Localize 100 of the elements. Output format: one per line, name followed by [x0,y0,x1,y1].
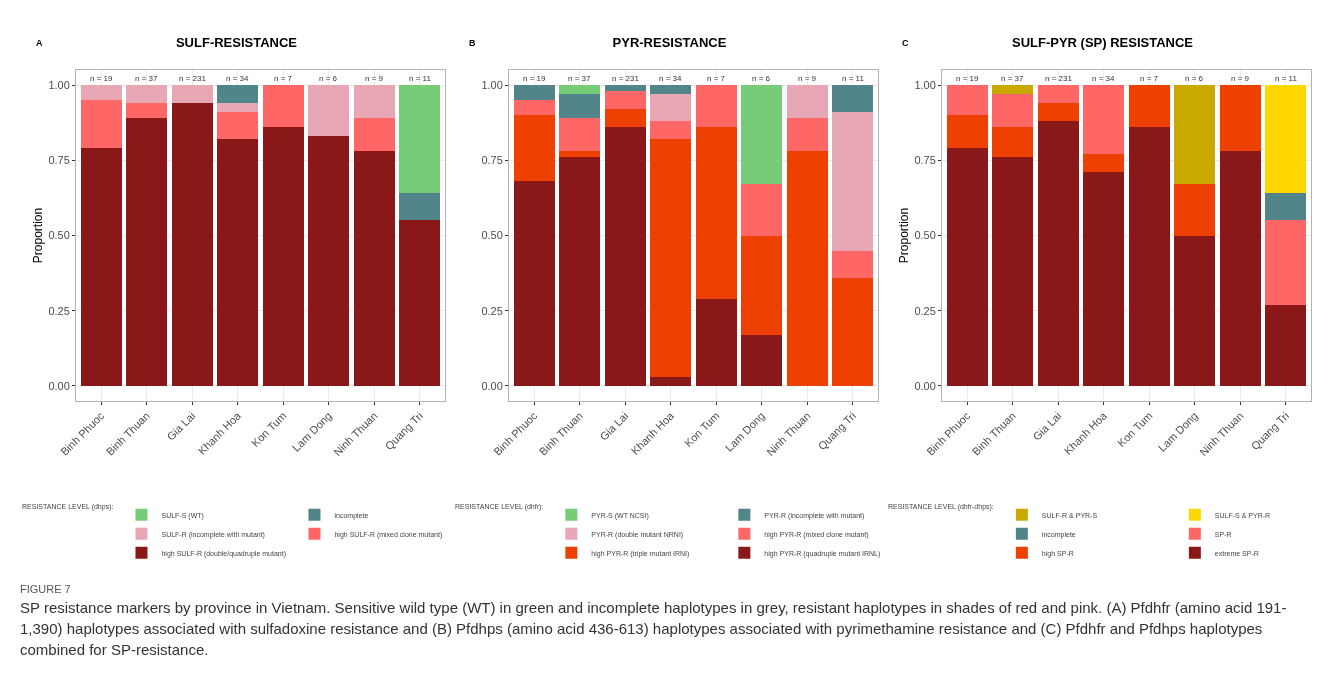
bar [992,94,1034,128]
bar [695,127,737,299]
bar [1037,85,1079,104]
annotation: n = 19 [523,74,547,83]
chart-title: SULF-PYR (SP) RESISTANCE [1011,35,1194,51]
bar [946,148,988,386]
annotation: n = 9 [365,74,384,83]
annotation: n = 37 [135,74,159,83]
bar [650,121,692,140]
x-tick-label: Gia Lai [164,409,198,443]
x-tick-label: Gia Lai [597,409,631,443]
bar [308,136,350,386]
bar [786,118,828,152]
bar [650,85,692,95]
annotation: n = 6 [1185,74,1204,83]
bar [695,298,737,386]
bar [559,151,601,158]
annotation: n = 6 [752,74,771,83]
bar [1219,85,1261,152]
bar [80,85,122,101]
bar [1037,121,1079,386]
y-tick-label: 0.75 [481,154,503,167]
bar [262,85,304,128]
y-tick-label: 0.75 [914,154,936,167]
annotation: n = 11 [1275,74,1298,83]
y-tick-label: 1.00 [48,78,70,91]
annotation: n = 34 [226,74,250,83]
bar [399,193,441,221]
bar [513,85,555,101]
bar [786,151,828,386]
bar [126,118,168,386]
bar [126,85,168,104]
y-axis-title: Proportion [897,207,911,264]
y-tick-label: 0.75 [48,154,70,167]
bar [695,85,737,128]
bar [399,220,441,386]
annotation: n = 11 [842,74,865,83]
bar [1265,193,1307,221]
text: C [902,38,909,48]
bar [1083,154,1125,173]
bar [217,112,259,140]
x-tick-label: Gia Lai [1030,409,1064,443]
bar [946,115,988,149]
annotation: n = 37 [568,74,592,83]
y-tick-label: 0.25 [914,304,936,317]
bar [832,85,874,113]
bar [217,103,259,113]
bar [832,277,874,386]
bar [559,94,601,119]
bar [741,334,783,386]
chart-title: PYR-RESISTANCE [612,35,727,51]
annotation: n = 11 [409,74,432,83]
bar [1174,85,1216,185]
chart-title: SULF-RESISTANCE [175,35,298,51]
bar [1083,85,1125,155]
bar [650,139,692,377]
bar [1128,85,1170,128]
bar [353,151,395,386]
bar [80,148,122,386]
y-tick-label: 1.00 [914,78,936,91]
text: SP resistance markers by province in Vietnam. Sensitive wild type (WT) in green and incomplete haplotypes in grey, resistant haplotypes in shades of red and pink. (A) Pfdhfr (amino acid 191-1,390) haplotypes associated with sulfadoxine resistance and (B) Pfdhps (amino acid 436-613) haplotypes associated with pyrimethamine resistance and (C) Pfdhfr and Pfdhps haplotypes combined for SP-resistance. [20,598,1288,661]
bar [171,103,213,386]
x-tick-label: Kon Tum [1114,409,1155,450]
x-tick-label: Kon Tum [681,409,722,450]
annotation: n = 7 [707,74,726,83]
bar [217,139,259,386]
bar [513,115,555,182]
bar [399,85,441,194]
bar [946,85,988,116]
annotation: n = 9 [798,74,817,83]
annotation: n = 9 [1231,74,1250,83]
annotation: n = 34 [659,74,683,83]
bar [1219,151,1261,386]
bar [1037,103,1079,122]
bar [741,85,783,185]
bar [513,181,555,386]
bar [80,100,122,149]
bar [308,85,350,137]
annotation: n = 19 [90,74,114,83]
bar [650,94,692,122]
y-axis-title: Proportion [31,207,45,264]
y-tick-label: 0.00 [914,379,936,392]
bar [126,103,168,119]
bar [1128,127,1170,386]
y-tick-label: 0.00 [481,379,503,392]
bar [992,157,1034,386]
y-tick-label: 0.50 [481,229,503,242]
y-tick-label: 0.25 [481,304,503,317]
annotation: n = 19 [956,74,980,83]
bar [353,85,395,119]
text: A [36,38,43,48]
bar [786,85,828,119]
bar [992,85,1034,95]
bar [604,109,646,128]
bar [650,376,692,386]
caption: FIGURE 7 [20,582,72,597]
bar [217,85,259,104]
bar [1265,304,1307,386]
bar [992,127,1034,158]
bar [604,91,646,110]
